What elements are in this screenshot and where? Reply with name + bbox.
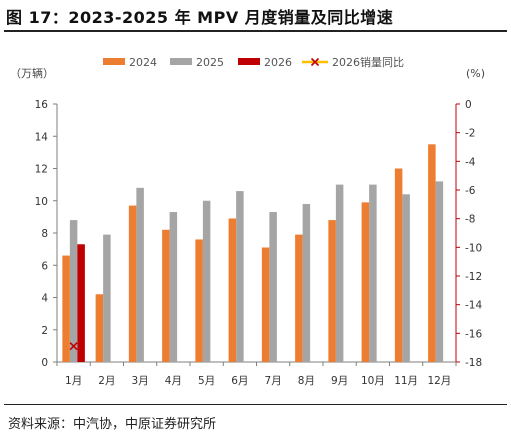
left-axis-tick-label: 8 — [41, 228, 48, 240]
x-axis-tick-label: 9月 — [331, 375, 348, 387]
bar-2025 — [402, 194, 410, 362]
x-axis-tick-label: 8月 — [298, 375, 315, 387]
legend: 2024 2025 2026 2026销量同比 — [103, 55, 404, 69]
yoy-point — [69, 342, 78, 351]
bar-2025 — [136, 187, 144, 362]
x-axis-tick-label: 12月 — [427, 375, 451, 387]
bar-2024 — [361, 202, 370, 362]
bar-2024 — [428, 144, 436, 362]
right-axis-tick-label: -14 — [465, 300, 482, 312]
left-axis-tick-label: 16 — [35, 99, 49, 111]
legend-swatch — [170, 58, 192, 65]
bar-2025 — [103, 234, 111, 362]
x-axis-tick-label: 6月 — [231, 375, 248, 387]
bar-2025 — [69, 220, 78, 362]
right-axis-unit: (%) — [466, 67, 485, 80]
source-note: 资料来源：中汽协，中原证券研究所 — [8, 417, 217, 432]
yoy-marker-stroke — [69, 342, 78, 351]
bar-2025 — [269, 212, 277, 362]
legend-label: 2026销量同比 — [332, 55, 404, 69]
legend-label: 2026 — [264, 56, 292, 69]
right-axis-tick-label: -12 — [465, 271, 482, 283]
right-axis-tick-label: -18 — [465, 357, 482, 369]
bar-2024 — [328, 220, 336, 362]
bar-2025 — [202, 200, 211, 362]
source-divider — [4, 404, 507, 405]
right-axis-tick-label: -6 — [465, 185, 476, 197]
legend-item-2026销量同比: 2026销量同比 — [302, 55, 404, 69]
bars — [62, 144, 444, 362]
bar-2025 — [435, 181, 444, 362]
legend-label: 2025 — [196, 56, 224, 69]
x-axis-tick-label: 10月 — [361, 375, 385, 387]
bar-2024 — [162, 229, 170, 362]
bar-2024 — [128, 205, 137, 362]
x-axis-tick-label: 1月 — [65, 375, 82, 387]
left-axis-tick-label: 4 — [41, 293, 48, 305]
bar-2024 — [195, 239, 203, 362]
x-axis-tick-label: 11月 — [394, 375, 418, 387]
bar-2025 — [302, 203, 311, 362]
legend-swatch — [238, 58, 260, 65]
left-axis-tick-label: 12 — [35, 164, 48, 176]
legend-swatch-marker — [310, 57, 320, 67]
bar-2024 — [95, 294, 104, 362]
right-axis-tick-label: -2 — [465, 128, 475, 140]
bar-2024 — [295, 234, 303, 362]
legend-item-2025: 2025 — [170, 56, 224, 69]
right-axis-tick-label: -8 — [465, 214, 475, 226]
x-axis-tick-label: 2月 — [98, 375, 115, 387]
right-axis-tick-label: -4 — [465, 156, 476, 168]
x-axis-tick-label: 5月 — [198, 375, 215, 387]
bar-2024 — [261, 247, 270, 362]
legend-item-2024: 2024 — [103, 56, 157, 69]
left-axis-tick-label: 2 — [41, 325, 48, 337]
legend-item-2026: 2026 — [238, 56, 292, 69]
bar-2024 — [228, 218, 237, 362]
left-axis-tick-label: 0 — [41, 357, 48, 369]
bar-2025 — [335, 184, 344, 362]
x-axis-tick-label: 4月 — [165, 375, 182, 387]
left-axis-unit: （万辆） — [10, 66, 54, 80]
left-axis-tick-label: 14 — [35, 131, 49, 143]
bar-2025 — [169, 212, 178, 362]
yoy-series — [69, 342, 78, 351]
figure-title: 图 17：2023-2025 年 MPV 月度销量及同比增速 — [6, 8, 394, 27]
right-axis-tick-label: 0 — [465, 99, 472, 111]
right-axis-tick-label: -10 — [465, 242, 482, 254]
left-axis-tick-label: 10 — [35, 196, 48, 208]
legend-label: 2024 — [129, 56, 157, 69]
title-divider — [4, 30, 507, 32]
bar-2024 — [62, 255, 70, 362]
axes: 0 2 4 6 8 10 12 14 16 0 -2 -4 -6 -8 -10 -12 -14 -16 -18 1月 2… — [35, 99, 483, 387]
x-axis-tick-label: 7月 — [265, 375, 282, 387]
bar-2026 — [77, 244, 85, 362]
bar-2025 — [369, 184, 377, 362]
bar-2025 — [236, 191, 244, 362]
x-axis-tick-label: 3月 — [132, 375, 149, 387]
legend-swatch — [103, 58, 125, 65]
right-axis-tick-label: -16 — [465, 328, 482, 340]
bar-2024 — [394, 168, 403, 362]
left-axis-tick-label: 6 — [41, 260, 48, 272]
